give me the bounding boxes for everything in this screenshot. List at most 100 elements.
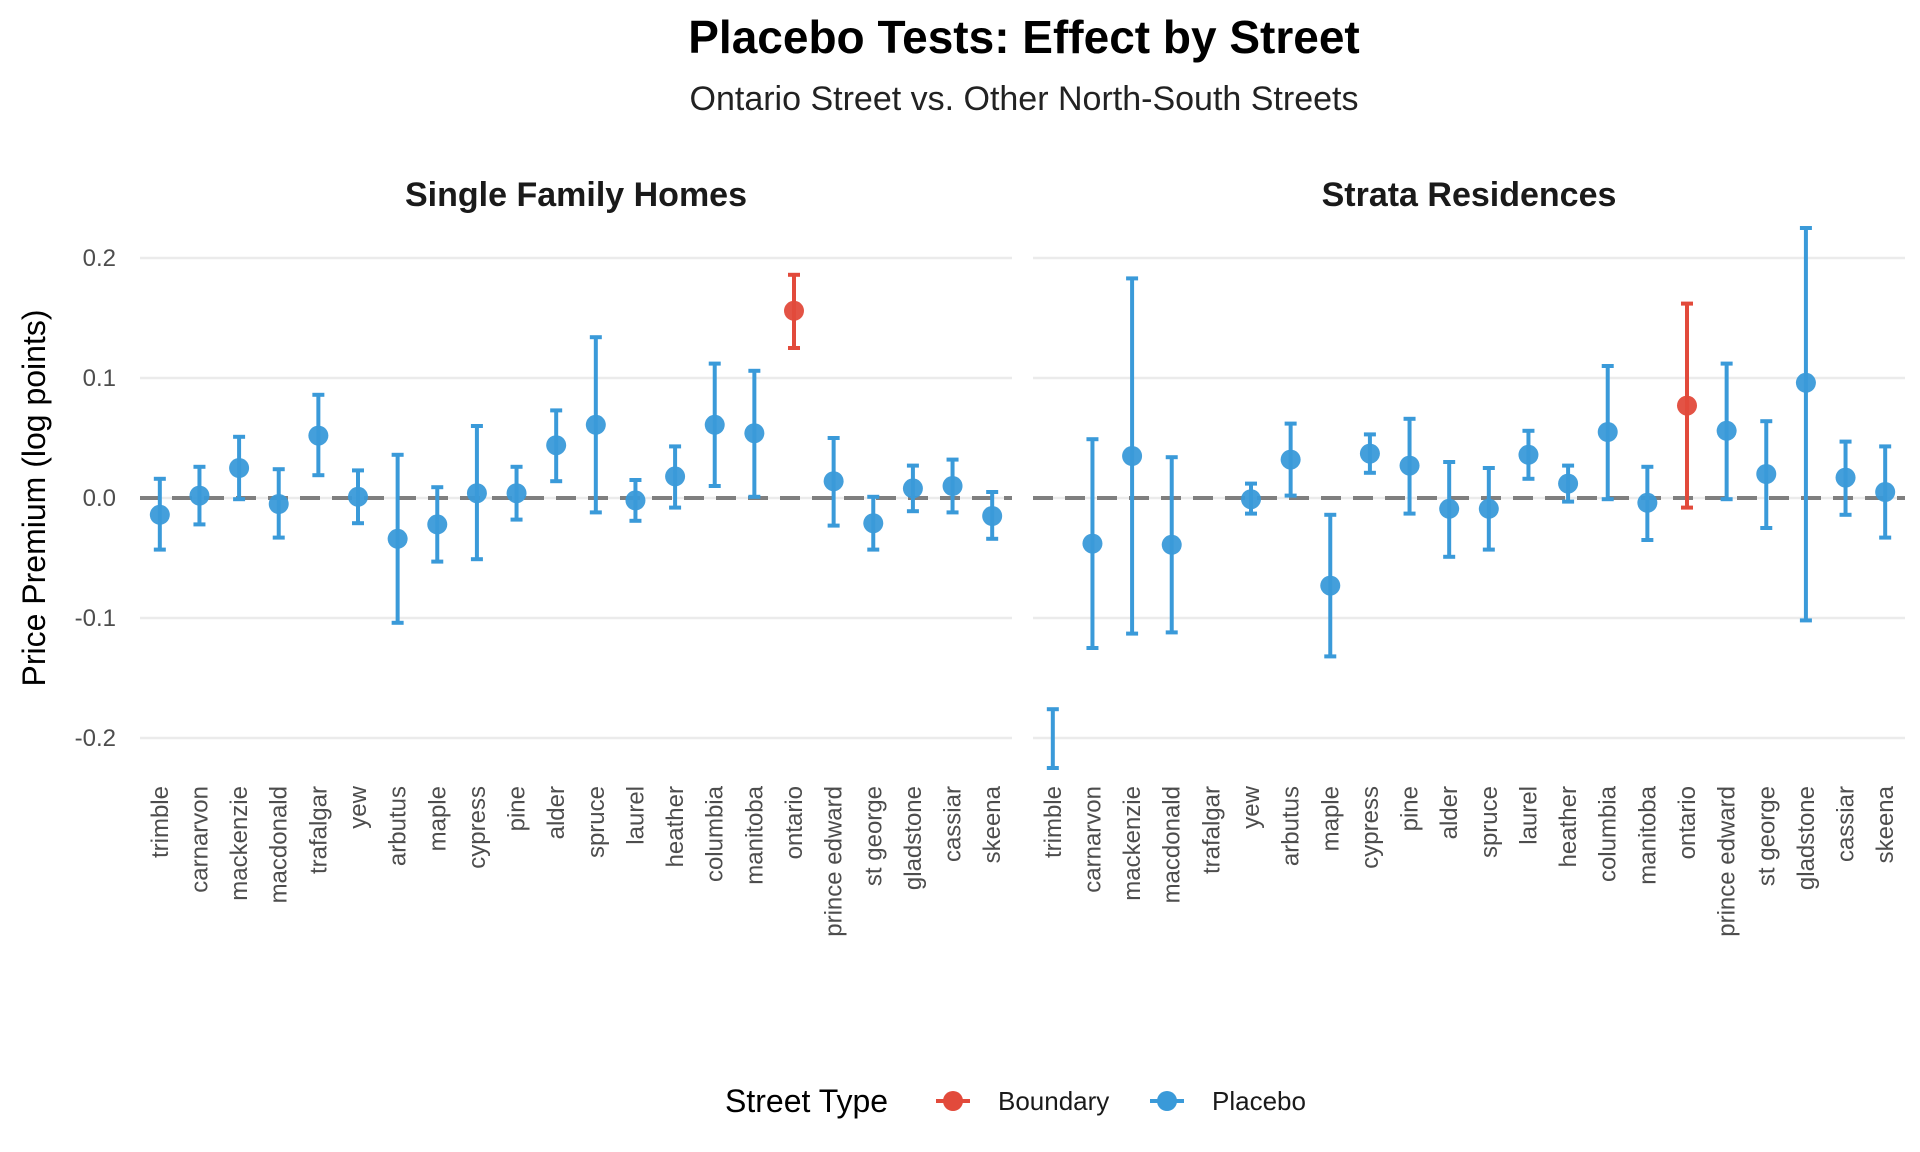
x-tick-label: cypress: [464, 786, 491, 869]
point-estimate: [1835, 467, 1856, 488]
point-estimate: [1756, 464, 1777, 484]
estimate-alder: [1439, 460, 1460, 559]
point-estimate: [149, 504, 170, 525]
point-estimate: [902, 478, 923, 499]
estimate-prince-edward: [1716, 361, 1737, 502]
estimate-heather: [1558, 463, 1579, 504]
point-estimate: [1359, 443, 1380, 464]
x-tick-label: arbutus: [385, 786, 412, 866]
x-tick-label: cassiar: [940, 786, 967, 862]
point-estimate: [704, 414, 725, 435]
x-tick-label: prince edward: [1714, 786, 1741, 937]
point-estimate: [863, 513, 884, 534]
x-tick-label: trimble: [147, 786, 174, 858]
point-estimate: [982, 506, 1003, 526]
estimate-gladstone: [1795, 226, 1816, 623]
point-estimate: [665, 466, 686, 487]
legend-item-boundary: Boundary: [936, 1086, 1109, 1116]
estimate-yew: [348, 468, 368, 526]
x-tick-label: columbia: [1595, 785, 1622, 882]
x-tick-label: maple: [1317, 786, 1344, 851]
y-tick-label: -0.1: [75, 605, 116, 632]
x-tick-label: alder: [1436, 786, 1463, 839]
point-estimate: [1597, 422, 1618, 442]
estimate-trimble: [1046, 707, 1059, 770]
x-tick-label: st george: [860, 786, 887, 886]
estimate-pine: [1399, 416, 1420, 516]
estimate-mackenzie: [1122, 276, 1143, 636]
legend-swatch-point: [943, 1091, 963, 1111]
y-axis-label: Price Premium (log points): [16, 310, 52, 687]
x-tick-label: maple: [424, 786, 451, 851]
point-estimate: [1399, 455, 1420, 476]
estimate-spruce: [1478, 466, 1499, 552]
point-estimate: [1795, 372, 1816, 393]
x-tick-label: ontario: [781, 786, 808, 859]
point-estimate: [823, 471, 844, 492]
legend: Street Type Boundary Placebo: [725, 1083, 1306, 1119]
x-tick-label: mackenzie: [1119, 786, 1146, 901]
x-tick-label: alder: [543, 786, 570, 839]
estimate-columbia: [704, 361, 725, 488]
point-estimate: [1161, 534, 1182, 555]
estimate-mackenzie: [229, 434, 250, 502]
point-estimate: [1320, 575, 1341, 596]
panel-single-family-homes: Single Family Homes -0.2 -0.1 0.0 0.1 0.2 trim…: [75, 176, 1012, 937]
x-tick-label: trafalgar: [305, 786, 332, 874]
estimate-gladstone: [902, 463, 923, 514]
estimate-ontario: [1677, 301, 1697, 510]
estimate-trafalgar: [308, 392, 329, 478]
x-tick-label: heather: [1555, 786, 1582, 867]
point-estimate: [1082, 533, 1103, 554]
point-estimate: [1241, 489, 1261, 510]
x-tick-label: heather: [662, 786, 689, 867]
estimate-st-george: [1756, 419, 1777, 530]
point-estimate: [1716, 420, 1737, 441]
panel-strata-residences: Strata Residences trimble carnarvon mackenz…: [1033, 176, 1905, 937]
x-tick-label: cypress: [1357, 786, 1384, 869]
estimate-yew: [1241, 481, 1261, 516]
estimate-manitoba: [744, 368, 765, 499]
estimate-macdonald: [1161, 455, 1182, 635]
x-tick-label: yew: [1238, 785, 1265, 828]
x-tick-label: skeena: [1872, 785, 1899, 863]
x-tick-label: gladstone: [900, 786, 927, 890]
x-tick-label: columbia: [702, 785, 729, 882]
estimate-maple: [1320, 512, 1341, 659]
point-estimate: [546, 435, 567, 456]
estimate-cypress: [466, 424, 487, 562]
point-estimate: [308, 425, 329, 446]
x-tick-label: carnarvon: [1079, 786, 1106, 893]
y-tick-label: 0.2: [83, 245, 116, 272]
estimate-spruce: [585, 335, 606, 515]
x-tick-label: yew: [345, 785, 372, 828]
x-tick-label: arbutus: [1278, 786, 1305, 866]
estimate-trimble: [149, 476, 170, 552]
chart-title: Placebo Tests: Effect by Street: [688, 11, 1359, 63]
point-estimate: [1478, 498, 1499, 519]
x-tick-label: macdonald: [1159, 786, 1186, 903]
point-estimate: [1280, 449, 1301, 470]
legend-title: Street Type: [725, 1083, 888, 1119]
estimate-maple: [427, 485, 448, 564]
estimate-prince-edward: [823, 436, 844, 528]
estimate-laurel: [1518, 428, 1539, 481]
x-tick-label: pine: [504, 786, 531, 831]
y-tick-label: 0.0: [83, 485, 116, 512]
legend-swatch-point: [1157, 1091, 1177, 1111]
x-tick-label: trimble: [1040, 786, 1067, 858]
x-tick-label: gladstone: [1793, 786, 1820, 890]
estimate-carnarvon: [1082, 437, 1103, 650]
x-tick-label: prince edward: [821, 786, 848, 937]
x-tick-label: spruce: [1476, 786, 1503, 858]
legend-item-placebo: Placebo: [1150, 1086, 1306, 1116]
estimate-st-george: [863, 494, 884, 552]
point-estimate: [506, 483, 527, 504]
point-estimate: [466, 483, 487, 504]
x-tick-label: carnarvon: [186, 786, 213, 893]
x-tick-label: skeena: [979, 785, 1006, 863]
point-estimate: [348, 486, 368, 507]
x-tick-label: manitoba: [1634, 785, 1661, 884]
y-tick-label: 0.1: [83, 365, 116, 392]
point-estimate: [427, 514, 448, 535]
